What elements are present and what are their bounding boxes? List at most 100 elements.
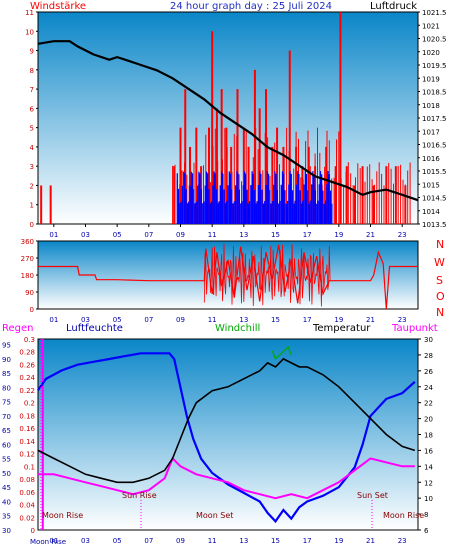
left-tick-windstaerke: 7 bbox=[30, 86, 34, 94]
right-tick-luftdruck: 1014.5 bbox=[422, 195, 447, 203]
humidity-title: Luftfeuchte bbox=[66, 323, 123, 334]
x-tick-hour: 03 bbox=[81, 316, 90, 324]
moon-rise-label-bottom: Moon Rise bbox=[30, 538, 66, 546]
left-tick-direction: 180 bbox=[21, 272, 34, 280]
humidity-tick: 45 bbox=[2, 484, 11, 492]
x-tick-hour: 07 bbox=[144, 537, 153, 545]
temperature-tick: 8 bbox=[424, 511, 428, 519]
right-tick-luftdruck: 1016.5 bbox=[422, 142, 447, 150]
humidity-tick: 85 bbox=[2, 370, 11, 378]
humidity-tick: 50 bbox=[2, 470, 11, 478]
x-tick-hour: 19 bbox=[334, 537, 343, 545]
x-tick-hour: 23 bbox=[398, 537, 407, 545]
humidity-tick: 90 bbox=[2, 356, 11, 364]
windchill-line bbox=[271, 345, 292, 360]
left-tick-direction: 0 bbox=[30, 306, 34, 314]
x-tick-hour: 13 bbox=[239, 231, 248, 239]
windchill-title: Windchill bbox=[215, 323, 260, 334]
panel-temperature-humidity bbox=[37, 338, 419, 531]
temperature-tick: 6 bbox=[424, 527, 429, 535]
x-tick-hour: 11 bbox=[208, 231, 217, 239]
right-tick-luftdruck: 1019 bbox=[422, 75, 440, 83]
x-tick-hour: 23 bbox=[398, 316, 407, 324]
right-tick-luftdruck: 1014 bbox=[422, 208, 440, 216]
x-tick-hour: 13 bbox=[239, 537, 248, 545]
right-tick-luftdruck: 1015 bbox=[422, 181, 440, 189]
right-tick-luftdruck: 1021.5 bbox=[422, 9, 447, 17]
left-tick-windstaerke: 1 bbox=[30, 202, 34, 210]
temperature-tick: 24 bbox=[424, 384, 433, 392]
compass-w: W bbox=[434, 256, 445, 269]
regen-tick: 0.16 bbox=[19, 425, 35, 433]
regen-tick: 0.28 bbox=[19, 349, 35, 357]
temperature-tick: 18 bbox=[424, 432, 433, 440]
x-tick-hour: 11 bbox=[208, 537, 217, 545]
sun-rise-label: Sun Rise bbox=[122, 491, 157, 500]
regen-tick: 0.18 bbox=[19, 412, 35, 420]
wind-direction-noise bbox=[203, 243, 331, 307]
temperature-tick: 16 bbox=[424, 447, 433, 455]
temperature-tick: 10 bbox=[424, 495, 433, 503]
right-tick-luftdruck: 1021 bbox=[422, 22, 440, 30]
x-tick-hour: 01 bbox=[49, 316, 58, 324]
temperature-tick: 14 bbox=[424, 463, 433, 471]
left-tick-windstaerke: 9 bbox=[30, 48, 34, 56]
temperature-line bbox=[37, 357, 416, 484]
regen-tick: 0.2 bbox=[24, 400, 35, 408]
right-tick-luftdruck: 1018.5 bbox=[422, 89, 447, 97]
humidity-tick: 70 bbox=[2, 413, 11, 421]
x-tick-hour: 03 bbox=[81, 537, 90, 545]
x-tick-hour: 01 bbox=[49, 537, 58, 545]
compass-o: O bbox=[436, 290, 445, 303]
right-tick-luftdruck: 1015.5 bbox=[422, 168, 447, 176]
regen-tick: 0.24 bbox=[19, 374, 35, 382]
regen-tick: 0.3 bbox=[24, 336, 35, 344]
humidity-tick: 95 bbox=[2, 342, 11, 350]
regen-tick: 0.1 bbox=[24, 463, 35, 471]
x-tick-hour: 07 bbox=[144, 231, 153, 239]
x-tick-hour: 07 bbox=[144, 316, 153, 324]
temperature-tick: 20 bbox=[424, 416, 433, 424]
moon-rise-label-1: Moon Rise bbox=[42, 511, 83, 520]
left-tick-windstaerke: 2 bbox=[30, 182, 34, 190]
regen-tick: 0.26 bbox=[19, 361, 35, 369]
x-tick-hour: 05 bbox=[113, 231, 122, 239]
right-tick-luftdruck: 1020.5 bbox=[422, 36, 447, 44]
temperature-tick: 28 bbox=[424, 352, 433, 360]
x-tick-hour: 09 bbox=[176, 231, 185, 239]
right-tick-luftdruck: 1013.5 bbox=[422, 221, 447, 229]
compass-n-top: N bbox=[436, 238, 444, 251]
regen-tick: 0.12 bbox=[19, 451, 35, 459]
x-tick-hour: 17 bbox=[303, 231, 312, 239]
x-tick-hour: 15 bbox=[271, 537, 280, 545]
pressure-title: Luftdruck bbox=[370, 1, 417, 12]
left-tick-direction: 270 bbox=[21, 255, 34, 263]
x-tick-hour: 23 bbox=[398, 231, 407, 239]
humidity-tick: 75 bbox=[2, 399, 11, 407]
pressure-line bbox=[37, 40, 419, 202]
x-tick-hour: 15 bbox=[271, 316, 280, 324]
x-tick-hour: 09 bbox=[176, 537, 185, 545]
sun-set-label: Sun Set bbox=[357, 491, 388, 500]
regen-tick: 0 bbox=[31, 527, 35, 535]
humidity-tick: 55 bbox=[2, 456, 11, 464]
wind-bars bbox=[176, 171, 333, 224]
graph-title: 24 hour graph day : 25 Juli 2024 bbox=[170, 1, 332, 12]
dewpoint-title: Taupunkt bbox=[391, 323, 438, 334]
x-tick-hour: 11 bbox=[208, 316, 217, 324]
left-tick-windstaerke: 6 bbox=[30, 105, 35, 113]
dewpoint-line bbox=[38, 456, 415, 500]
x-tick-hour: 19 bbox=[334, 316, 343, 324]
regen-tick: 0.14 bbox=[19, 438, 35, 446]
x-tick-hour: 09 bbox=[176, 316, 185, 324]
right-tick-luftdruck: 1018 bbox=[422, 102, 440, 110]
humidity-tick: 30 bbox=[2, 527, 11, 535]
left-tick-windstaerke: 5 bbox=[30, 125, 34, 133]
left-tick-windstaerke: 0 bbox=[30, 221, 34, 229]
right-tick-luftdruck: 1016 bbox=[422, 155, 440, 163]
x-tick-hour: 01 bbox=[49, 231, 58, 239]
compass-s: S bbox=[436, 274, 443, 287]
wind-strength-title: Windstärke bbox=[30, 1, 86, 12]
right-tick-luftdruck: 1017 bbox=[422, 128, 440, 136]
left-tick-windstaerke: 8 bbox=[30, 67, 34, 75]
